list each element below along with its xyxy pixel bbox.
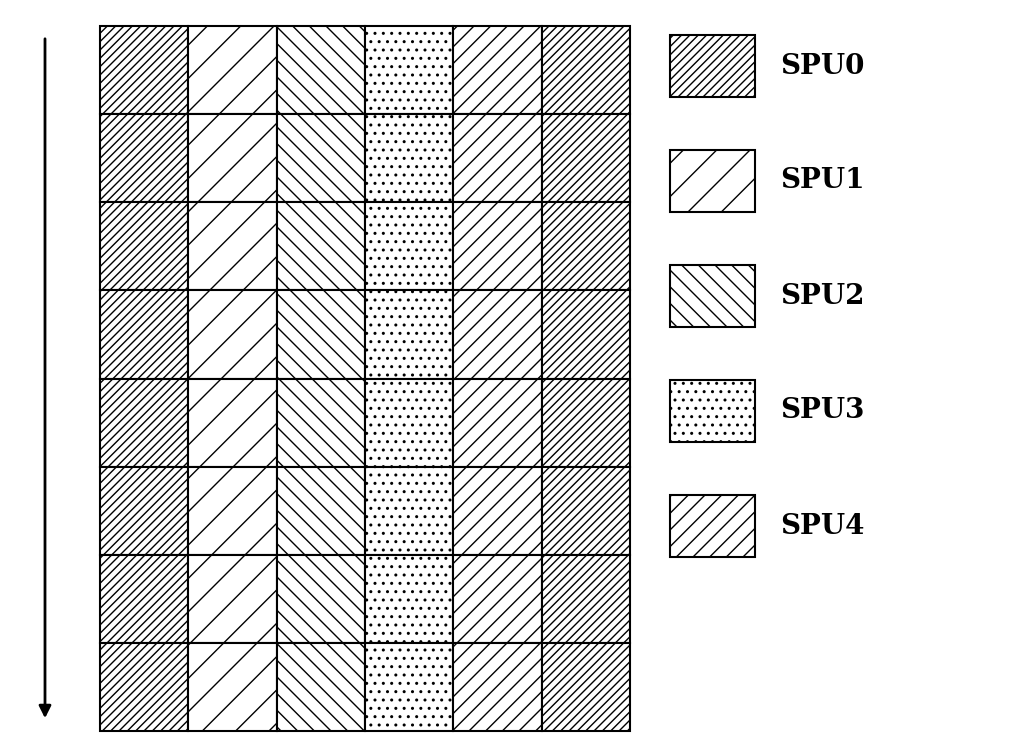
FancyBboxPatch shape <box>542 202 630 290</box>
Bar <box>670 495 755 557</box>
FancyBboxPatch shape <box>100 290 188 378</box>
FancyBboxPatch shape <box>277 378 364 467</box>
FancyBboxPatch shape <box>100 114 188 202</box>
FancyBboxPatch shape <box>188 643 277 731</box>
FancyBboxPatch shape <box>364 378 453 467</box>
FancyBboxPatch shape <box>188 202 277 290</box>
FancyBboxPatch shape <box>277 555 364 643</box>
FancyBboxPatch shape <box>188 378 277 467</box>
FancyBboxPatch shape <box>364 290 453 378</box>
FancyBboxPatch shape <box>100 26 188 114</box>
FancyBboxPatch shape <box>453 290 542 378</box>
FancyBboxPatch shape <box>542 378 630 467</box>
FancyBboxPatch shape <box>453 555 542 643</box>
FancyBboxPatch shape <box>453 114 542 202</box>
FancyBboxPatch shape <box>542 26 630 114</box>
FancyBboxPatch shape <box>364 555 453 643</box>
FancyBboxPatch shape <box>364 26 453 114</box>
FancyBboxPatch shape <box>542 643 630 731</box>
FancyBboxPatch shape <box>542 290 630 378</box>
FancyBboxPatch shape <box>364 114 453 202</box>
FancyBboxPatch shape <box>188 26 277 114</box>
FancyBboxPatch shape <box>100 643 188 731</box>
FancyBboxPatch shape <box>188 467 277 555</box>
FancyBboxPatch shape <box>277 26 364 114</box>
Bar <box>670 150 755 212</box>
FancyBboxPatch shape <box>453 26 542 114</box>
FancyBboxPatch shape <box>100 378 188 467</box>
Text: SPU4: SPU4 <box>780 513 865 539</box>
FancyBboxPatch shape <box>453 378 542 467</box>
Text: SPU3: SPU3 <box>780 398 865 424</box>
FancyBboxPatch shape <box>188 555 277 643</box>
Text: SPU0: SPU0 <box>780 52 865 80</box>
FancyBboxPatch shape <box>364 643 453 731</box>
FancyBboxPatch shape <box>277 114 364 202</box>
FancyBboxPatch shape <box>100 202 188 290</box>
FancyBboxPatch shape <box>188 114 277 202</box>
FancyBboxPatch shape <box>188 290 277 378</box>
FancyBboxPatch shape <box>277 290 364 378</box>
Bar <box>670 380 755 442</box>
FancyBboxPatch shape <box>364 467 453 555</box>
FancyBboxPatch shape <box>453 202 542 290</box>
Text: SPU2: SPU2 <box>780 283 865 310</box>
FancyBboxPatch shape <box>542 555 630 643</box>
FancyBboxPatch shape <box>277 202 364 290</box>
FancyBboxPatch shape <box>277 643 364 731</box>
FancyBboxPatch shape <box>100 555 188 643</box>
Bar <box>670 265 755 327</box>
FancyBboxPatch shape <box>453 467 542 555</box>
FancyBboxPatch shape <box>542 467 630 555</box>
FancyBboxPatch shape <box>542 114 630 202</box>
FancyBboxPatch shape <box>100 467 188 555</box>
FancyBboxPatch shape <box>364 202 453 290</box>
Bar <box>670 35 755 97</box>
FancyBboxPatch shape <box>453 643 542 731</box>
FancyBboxPatch shape <box>277 467 364 555</box>
Text: SPU1: SPU1 <box>780 168 865 195</box>
